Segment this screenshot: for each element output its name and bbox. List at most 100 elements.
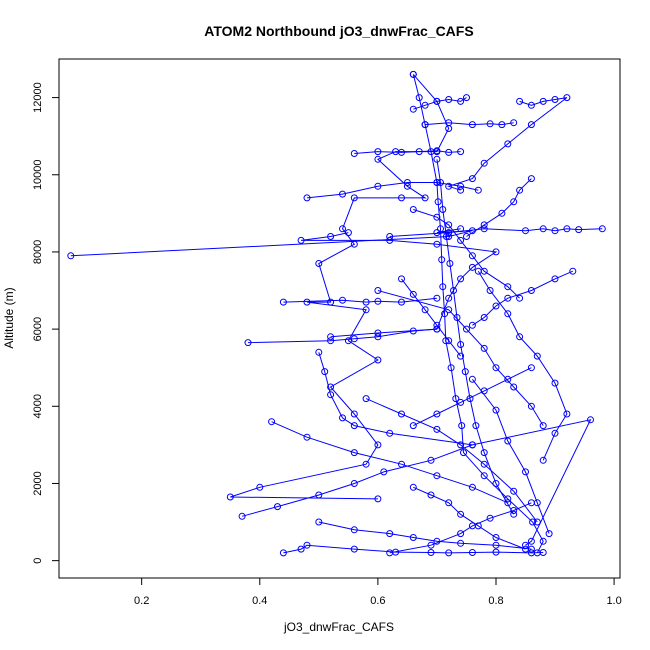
data-point — [539, 456, 547, 464]
data-point — [539, 97, 547, 105]
series-line — [283, 544, 544, 554]
data-point — [468, 121, 476, 129]
y-tick-label: 8000 — [32, 240, 44, 264]
data-point — [457, 539, 465, 547]
data-point — [433, 213, 441, 221]
data-point — [457, 530, 465, 538]
data-point — [441, 310, 449, 318]
data-point — [527, 121, 535, 129]
data-point — [374, 441, 382, 449]
data-point — [466, 395, 474, 403]
data-point — [362, 395, 370, 403]
data-point — [468, 263, 476, 271]
data-point — [480, 472, 488, 480]
data-point — [339, 414, 346, 422]
data-point — [450, 287, 457, 294]
data-point — [504, 294, 512, 302]
data-point — [445, 148, 453, 156]
data-point — [427, 456, 435, 464]
data-point — [504, 499, 512, 507]
data-point — [457, 225, 465, 233]
data-point — [563, 410, 571, 418]
data-point — [374, 329, 382, 337]
data-point — [409, 534, 417, 541]
data-point — [480, 387, 488, 395]
data-point — [492, 541, 500, 549]
data-point — [67, 252, 75, 260]
x-tick-label: 0.6 — [370, 595, 385, 607]
data-point — [516, 186, 524, 194]
series-line — [365, 398, 538, 523]
data-point — [463, 233, 470, 240]
data-point — [350, 526, 358, 534]
data-point — [539, 537, 547, 545]
x-tick-label: 0.4 — [252, 595, 267, 607]
data-point — [563, 94, 571, 102]
data-point — [480, 221, 488, 229]
data-point — [468, 175, 476, 183]
data-point — [522, 227, 529, 235]
data-point — [398, 148, 405, 156]
data-point — [516, 294, 524, 302]
data-point — [427, 541, 435, 549]
data-point — [527, 101, 535, 109]
data-point — [457, 341, 465, 348]
data-point — [474, 186, 482, 194]
data-point — [504, 437, 512, 445]
data-point — [350, 410, 358, 418]
data-point — [504, 283, 512, 291]
data-point — [480, 159, 488, 167]
data-point — [498, 121, 506, 129]
data-point — [409, 206, 417, 213]
data-point — [527, 364, 535, 372]
data-point — [439, 206, 447, 213]
data-point — [460, 449, 467, 457]
data-point — [427, 491, 435, 499]
data-point — [433, 229, 441, 237]
series-line — [230, 74, 450, 500]
data-point — [516, 333, 524, 341]
data-point — [433, 410, 441, 418]
data-point — [374, 148, 382, 156]
data-point — [480, 314, 488, 321]
data-point — [415, 94, 423, 102]
data-point — [421, 121, 429, 129]
data-point — [527, 175, 535, 183]
data-point — [480, 344, 488, 352]
series-line — [413, 209, 520, 299]
data-point — [327, 298, 335, 306]
y-tick-label: 0 — [32, 558, 44, 564]
data-point — [529, 518, 537, 526]
data-point — [551, 96, 559, 103]
data-point — [297, 236, 305, 244]
data-point — [362, 298, 370, 306]
data-point — [587, 416, 594, 424]
data-point — [492, 248, 500, 256]
data-point — [445, 221, 453, 229]
data-point — [457, 182, 465, 190]
data-point — [452, 395, 460, 403]
data-point — [533, 499, 541, 507]
data-point — [433, 155, 441, 163]
data-point — [433, 97, 441, 105]
data-point — [421, 194, 429, 202]
data-point — [244, 339, 252, 347]
data-point — [374, 287, 382, 294]
data-point — [510, 487, 518, 495]
data-point — [457, 510, 465, 518]
data-point — [409, 70, 417, 78]
data-point — [433, 147, 441, 155]
data-point — [339, 225, 346, 233]
data-point — [344, 229, 352, 237]
data-point — [510, 383, 518, 391]
data-point — [386, 236, 394, 244]
data-point — [315, 491, 323, 499]
data-point — [321, 368, 329, 376]
data-point — [315, 260, 323, 267]
y-tick-label: 10000 — [32, 159, 44, 190]
data-point — [433, 179, 441, 186]
series-line — [425, 122, 514, 126]
data-point — [510, 119, 518, 127]
data-point — [551, 429, 559, 437]
series-line — [466, 178, 532, 237]
